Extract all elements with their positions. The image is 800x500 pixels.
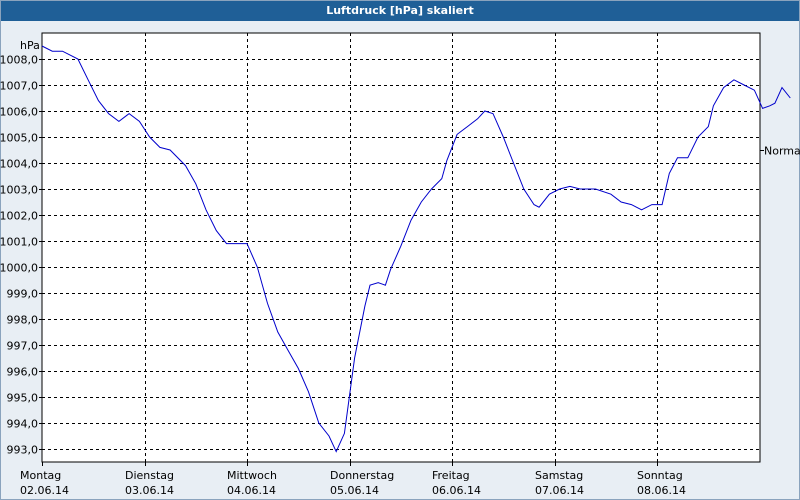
x-tick-date: 02.06.14 bbox=[20, 484, 69, 497]
y-axis-unit-label: hPa bbox=[20, 39, 40, 52]
plot-area bbox=[41, 32, 761, 463]
x-tick-day: Mittwoch bbox=[227, 469, 277, 482]
x-tick-day: Dienstag bbox=[125, 469, 174, 482]
reference-marker: Normal bbox=[760, 145, 800, 158]
y-tick-label: 993,0 bbox=[7, 444, 39, 457]
x-tick-day: Montag bbox=[20, 469, 61, 482]
x-tick-day: Freitag bbox=[432, 469, 470, 482]
pressure-series-line bbox=[41, 45, 791, 453]
chart-title: Luftdruck [hPa] skaliert bbox=[326, 4, 474, 17]
title-bar: Luftdruck [hPa] skaliert bbox=[1, 1, 799, 21]
x-tick-date: 07.06.14 bbox=[535, 484, 584, 497]
x-tick-date: 04.06.14 bbox=[227, 484, 276, 497]
x-tick-date: 06.06.14 bbox=[432, 484, 481, 497]
y-tick-label: 1000,0 bbox=[0, 262, 38, 275]
y-tick-label: 1002,0 bbox=[0, 210, 38, 223]
x-tick-day: Samstag bbox=[535, 469, 583, 482]
y-tick-label: 998,0 bbox=[7, 314, 39, 327]
y-tick-label: 1005,0 bbox=[0, 132, 38, 145]
x-tick-day: Donnerstag bbox=[330, 469, 394, 482]
y-tick-label: 1004,0 bbox=[0, 158, 38, 171]
x-tick-date: 08.06.14 bbox=[637, 484, 686, 497]
y-tick-label: 995,0 bbox=[7, 392, 39, 405]
y-tick-label: 996,0 bbox=[7, 366, 39, 379]
x-axis-tick-labels: Montag 02.06.14 Dienstag 03.06.14 Mittwoch 04… bbox=[20, 469, 686, 497]
x-tick-day: Sonntag bbox=[637, 469, 683, 482]
y-tick-label: 1008,0 bbox=[0, 54, 38, 67]
y-tick-label: 1003,0 bbox=[0, 184, 38, 197]
y-axis-tick-labels: 993,0 994,0 995,0 996,0 997,0 998,0 999,0 1000,… bbox=[0, 54, 38, 457]
y-tick-label: 1006,0 bbox=[0, 106, 38, 119]
x-tick-date: 05.06.14 bbox=[330, 484, 379, 497]
y-tick-label: 999,0 bbox=[7, 288, 39, 301]
y-tick-label: 994,0 bbox=[7, 418, 39, 431]
y-tick-label: 997,0 bbox=[7, 340, 39, 353]
reference-label: Normal bbox=[764, 145, 800, 158]
x-tick-date: 03.06.14 bbox=[125, 484, 174, 497]
y-tick-label: 1007,0 bbox=[0, 80, 38, 93]
grid bbox=[39, 33, 760, 466]
y-tick-label: 1001,0 bbox=[0, 236, 38, 249]
